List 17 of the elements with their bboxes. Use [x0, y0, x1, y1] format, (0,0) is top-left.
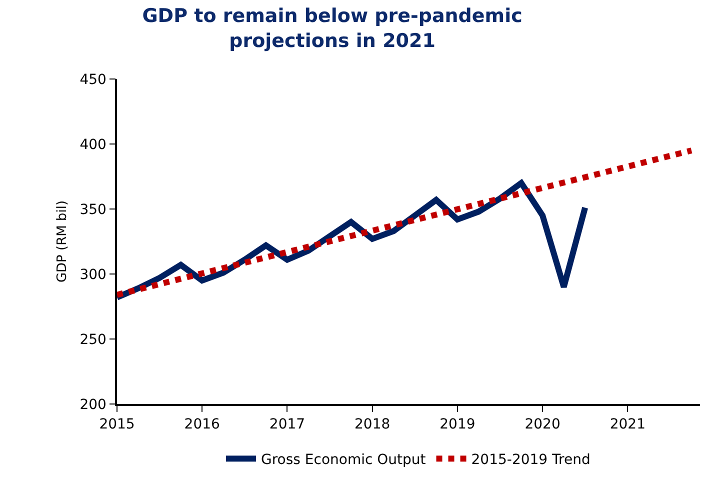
y-tick-label: 200 [80, 396, 106, 413]
x-tick-label: 2019 [440, 416, 476, 433]
x-tick-label: 2017 [269, 416, 306, 433]
x-tick-label: 2021 [610, 416, 646, 433]
y-tick-label: 400 [80, 136, 106, 153]
x-tick-label: 2018 [354, 416, 390, 433]
y-tick-label: 450 [80, 72, 106, 88]
legend-label: 2015-2019 Trend [471, 452, 590, 468]
y-tick-label: 300 [80, 266, 106, 283]
x-tick-label: 2020 [524, 416, 560, 433]
x-tick-label: 2016 [184, 416, 220, 433]
x-tick-label: 2015 [99, 416, 135, 433]
y-axis-title: GDP (RM bil) [55, 200, 70, 283]
y-tick-label: 250 [80, 332, 106, 348]
chart-title: GDP to remain below pre-pandemic projections in 2021 [142, 5, 522, 52]
y-tick-label: 350 [80, 202, 106, 218]
legend-label: Gross Economic Output [261, 452, 426, 468]
